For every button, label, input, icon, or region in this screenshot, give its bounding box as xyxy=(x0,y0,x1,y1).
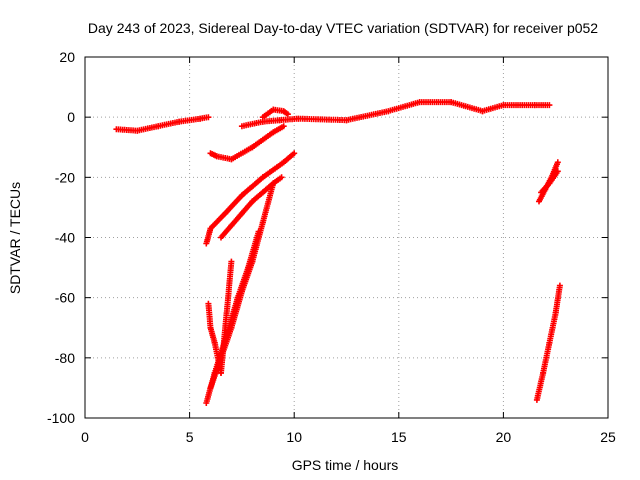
y-tick-label: 20 xyxy=(59,49,75,65)
data-point xyxy=(554,168,561,175)
series-near-zero-track-a xyxy=(113,114,212,134)
series-late-upper-b xyxy=(538,168,561,196)
x-tick-label: 15 xyxy=(391,429,407,445)
series-late-steep xyxy=(533,282,563,403)
x-tick-label: 25 xyxy=(600,429,616,445)
data-point xyxy=(270,180,277,187)
x-tick-label: 5 xyxy=(186,429,194,445)
data-point xyxy=(278,174,285,181)
x-tick-label: 0 xyxy=(81,429,89,445)
y-tick-label: -80 xyxy=(55,350,75,366)
data-point xyxy=(280,123,287,130)
data-point xyxy=(228,258,235,265)
chart-title: Day 243 of 2023, Sidereal Day-to-day VTE… xyxy=(88,20,598,36)
x-tick-label: 20 xyxy=(496,429,512,445)
data-point xyxy=(284,111,291,118)
x-axis-label: GPS time / hours xyxy=(292,457,399,473)
series-cluster-6-7h xyxy=(205,258,235,376)
series-diagonal-upper xyxy=(207,123,287,163)
data-point xyxy=(255,228,262,235)
series-hump-around-9h xyxy=(259,106,291,121)
data-point xyxy=(554,159,561,166)
y-tick-label: -20 xyxy=(55,169,75,185)
series-steep-c xyxy=(203,228,262,406)
axis-ticks: 0 5 10 15 20 25 -100 -80 -60 -40 -20 0 20 xyxy=(47,49,616,445)
y-tick-label: -40 xyxy=(55,230,75,246)
data-point xyxy=(291,150,298,157)
y-tick-label: 0 xyxy=(67,109,75,125)
series-diagonal-left xyxy=(203,150,298,247)
data-point xyxy=(556,282,563,289)
data-point xyxy=(205,114,212,121)
data-point xyxy=(546,102,553,109)
data-points xyxy=(113,99,563,406)
y-axis-label: SDTVAR / TECUs xyxy=(7,182,23,294)
y-tick-label: -60 xyxy=(55,290,75,306)
x-tick-label: 10 xyxy=(286,429,302,445)
series-steep-a xyxy=(218,174,285,241)
y-tick-label: -100 xyxy=(47,410,75,426)
